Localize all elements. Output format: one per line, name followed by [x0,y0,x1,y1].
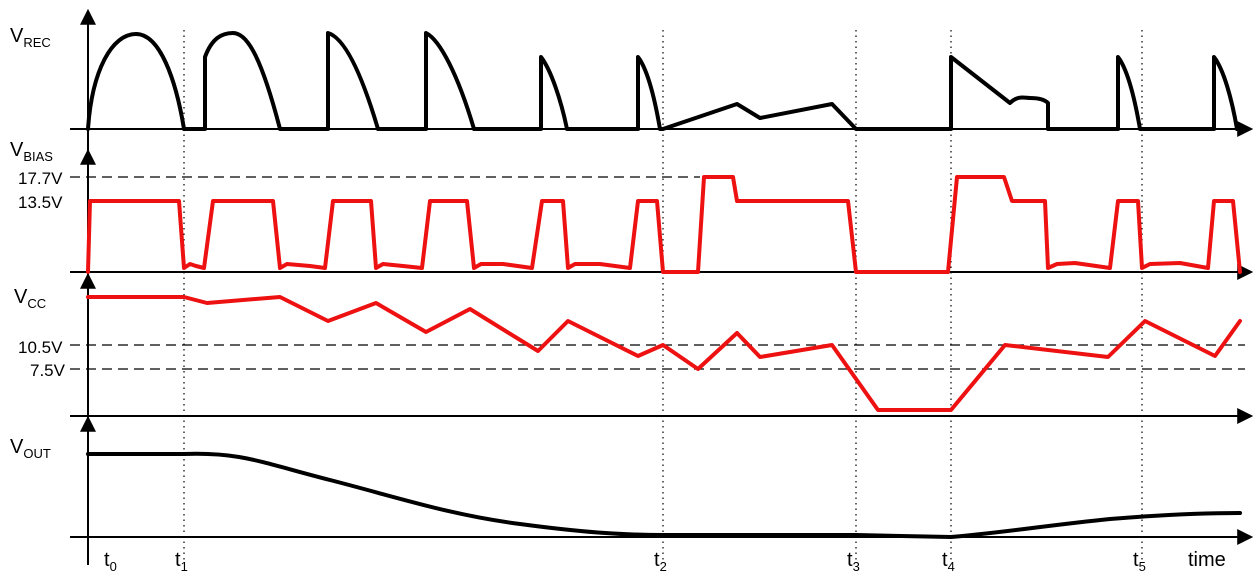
vrec-label: VREC [10,25,51,50]
axes [70,8,1254,565]
bias-13v5-label: 13.5V [18,193,63,212]
t3-label: t3 [847,549,860,571]
bias-17v7-label: 17.7V [18,169,63,188]
t5-label: t5 [1133,549,1146,571]
vcc-label: VCC [14,286,46,311]
t4-label: t4 [942,549,955,571]
vout-waveform [86,451,1242,539]
vcc-waveform [86,295,1242,412]
t2-label: t2 [654,549,667,571]
vrec-waveform [86,31,1239,131]
cc-7v5-label: 7.5V [30,361,66,380]
t0-label: t0 [104,549,117,571]
cc-10v5-label: 10.5V [18,338,63,357]
vout-label: VOUT [10,436,51,461]
t1-label: t1 [175,549,188,571]
vbias-waveform [86,175,1242,274]
reference-levels [70,176,1245,370]
vbias-label: VBIAS [10,139,53,164]
time-axis-label: time [1188,549,1226,571]
